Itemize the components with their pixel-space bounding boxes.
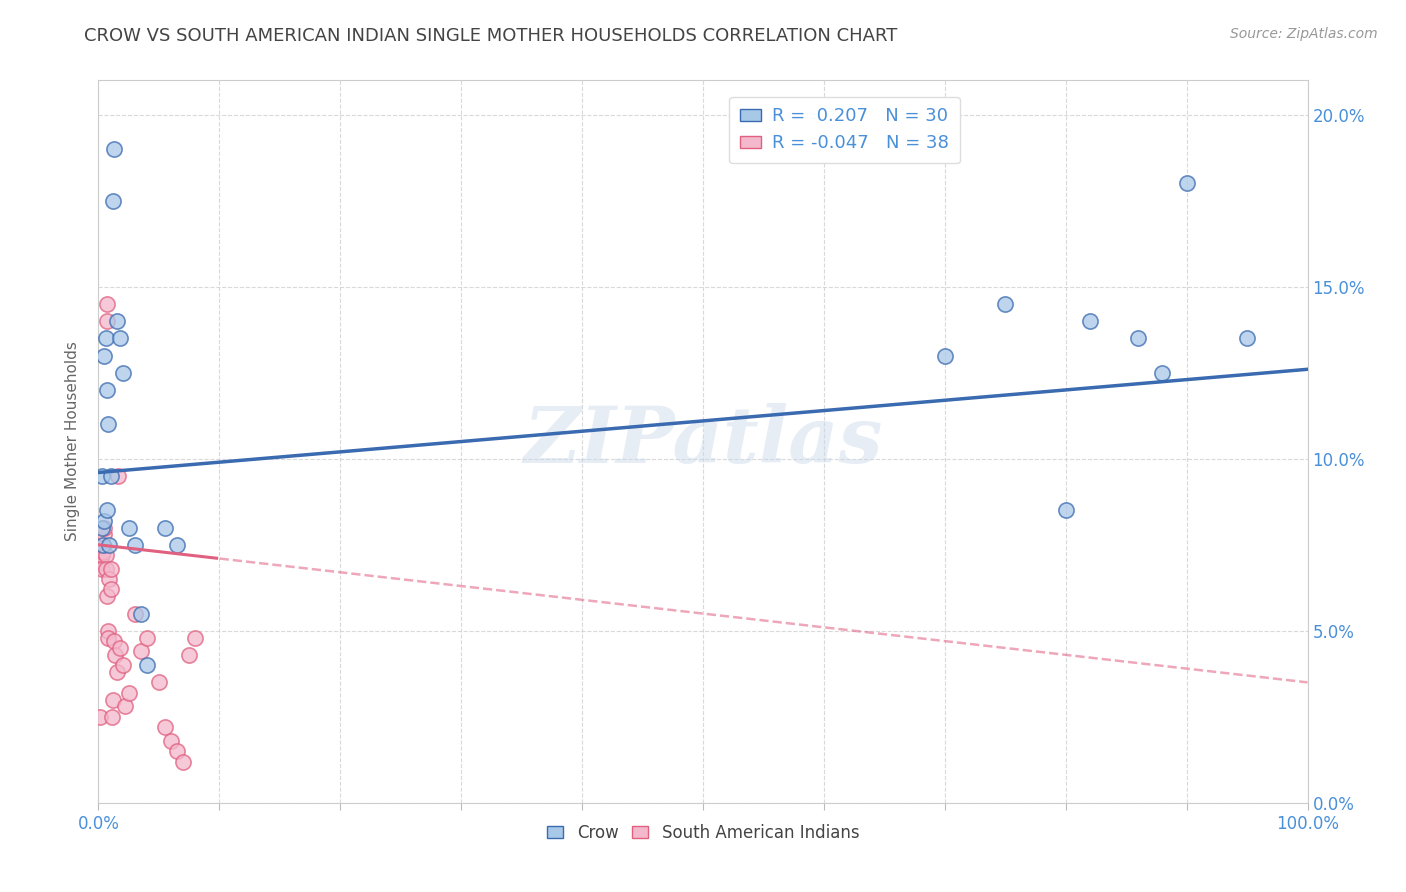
Point xyxy=(166,744,188,758)
Point xyxy=(101,194,124,208)
Point xyxy=(101,692,124,706)
Point xyxy=(97,417,120,432)
Point xyxy=(93,514,115,528)
Point xyxy=(108,331,131,345)
Point xyxy=(98,538,121,552)
Point xyxy=(1152,366,1174,380)
Point xyxy=(97,624,120,638)
Point xyxy=(100,710,122,724)
Point xyxy=(172,755,194,769)
Point xyxy=(90,555,112,569)
Point xyxy=(94,562,117,576)
Point xyxy=(103,634,125,648)
Point xyxy=(111,658,134,673)
Point xyxy=(98,572,121,586)
Y-axis label: Single Mother Households: Single Mother Households xyxy=(65,342,80,541)
Point xyxy=(93,520,115,534)
Point xyxy=(148,675,170,690)
Point xyxy=(111,366,134,380)
Point xyxy=(91,548,114,562)
Point xyxy=(91,544,114,558)
Point xyxy=(1128,331,1150,345)
Point xyxy=(97,631,120,645)
Point xyxy=(91,538,114,552)
Point xyxy=(100,562,122,576)
Point xyxy=(103,142,125,156)
Point xyxy=(104,648,127,662)
Point xyxy=(91,562,114,576)
Legend: Crow, South American Indians: Crow, South American Indians xyxy=(540,817,866,848)
Point xyxy=(91,469,114,483)
Point xyxy=(994,297,1017,311)
Point xyxy=(135,631,157,645)
Point xyxy=(1175,177,1198,191)
Point xyxy=(129,607,152,621)
Point xyxy=(934,349,956,363)
Point xyxy=(153,520,176,534)
Point xyxy=(184,631,207,645)
Point xyxy=(96,383,118,397)
Point xyxy=(1078,314,1101,328)
Text: CROW VS SOUTH AMERICAN INDIAN SINGLE MOTHER HOUSEHOLDS CORRELATION CHART: CROW VS SOUTH AMERICAN INDIAN SINGLE MOT… xyxy=(84,27,898,45)
Text: Source: ZipAtlas.com: Source: ZipAtlas.com xyxy=(1230,27,1378,41)
Point xyxy=(96,503,118,517)
Point xyxy=(96,297,118,311)
Point xyxy=(91,538,114,552)
Point xyxy=(100,582,122,597)
Point xyxy=(1054,503,1077,517)
Point xyxy=(94,331,117,345)
Point xyxy=(93,349,115,363)
Point xyxy=(118,520,141,534)
Point xyxy=(93,527,115,541)
Point xyxy=(153,720,176,734)
Point xyxy=(89,710,111,724)
Point xyxy=(129,644,152,658)
Point xyxy=(179,648,201,662)
Point xyxy=(1236,331,1258,345)
Point xyxy=(96,314,118,328)
Point xyxy=(105,665,128,679)
Point xyxy=(135,658,157,673)
Point xyxy=(124,538,146,552)
Point xyxy=(114,699,136,714)
Point xyxy=(124,607,146,621)
Point xyxy=(100,469,122,483)
Point xyxy=(96,590,118,604)
Text: ZIPatlas: ZIPatlas xyxy=(523,403,883,480)
Point xyxy=(160,734,183,748)
Point xyxy=(105,314,128,328)
Point xyxy=(91,520,114,534)
Point xyxy=(166,538,188,552)
Point xyxy=(94,548,117,562)
Point xyxy=(108,640,131,655)
Point xyxy=(118,686,141,700)
Point xyxy=(107,469,129,483)
